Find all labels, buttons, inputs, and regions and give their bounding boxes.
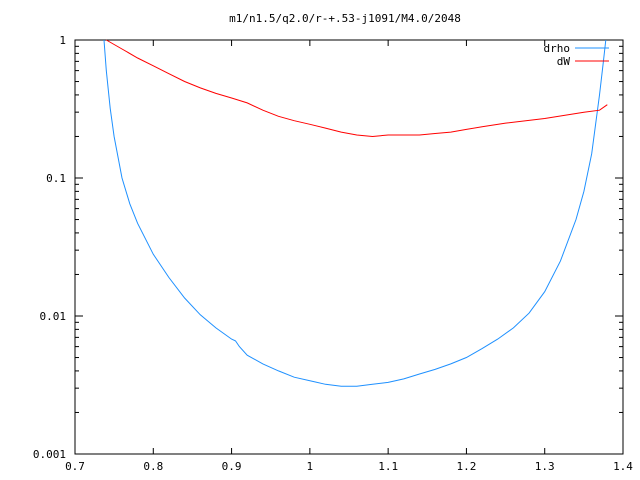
legend-label-dW: dW [557, 55, 571, 68]
series-line-drho [103, 39, 607, 387]
x-tick-label: 1.3 [535, 460, 555, 473]
x-tick-label: 0.8 [143, 460, 163, 473]
y-tick-label: 0.01 [40, 310, 67, 323]
x-tick-label: 1.4 [613, 460, 633, 473]
x-tick-label: 1.1 [378, 460, 398, 473]
legend-label-drho: drho [544, 42, 571, 55]
y-axis: 0.001 0.01 0.1 1 [33, 34, 623, 461]
x-tick-label: 1.2 [456, 460, 476, 473]
y-tick-label: 0.001 [33, 448, 66, 461]
y-tick-label: 1 [59, 34, 66, 47]
x-tick-label: 1 [307, 460, 314, 473]
chart-title: m1/n1.5/q2.0/r-+.53-j1091/M4.0/2048 [229, 12, 461, 25]
plot-frame [74, 39, 624, 455]
series-layer [103, 39, 608, 387]
x-tick-label: 0.7 [65, 460, 85, 473]
y-tick-label: 0.1 [46, 172, 66, 185]
x-axis: 0.7 0.8 0.9 1 1.1 1.2 1.3 1.4 [65, 40, 633, 473]
x-tick-label: 0.9 [222, 460, 242, 473]
series-line-dW [106, 39, 608, 138]
